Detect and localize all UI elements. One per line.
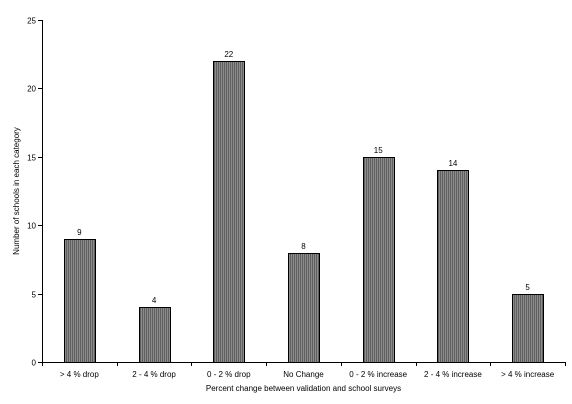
- bar-series: [64, 61, 544, 363]
- bar-4: [363, 157, 395, 363]
- bar-6: [512, 294, 544, 363]
- y-tick-label-4: 20: [27, 85, 36, 94]
- x-tick-label-1: 2 - 4 % drop: [132, 370, 176, 379]
- data-label-6: 5: [525, 283, 530, 292]
- data-label-1: 4: [152, 296, 157, 305]
- x-tick-label-5: 2 - 4 % increase: [424, 370, 482, 379]
- bar-1: [139, 307, 171, 363]
- data-label-0: 9: [77, 228, 82, 237]
- x-tick-label-6: > 4 % increase: [501, 370, 555, 379]
- x-tick-label-3: No Change: [283, 370, 324, 379]
- x-axis-title: Percent change between validation and sc…: [206, 384, 401, 393]
- data-label-4: 15: [374, 146, 383, 155]
- y-tick-label-0: 0: [32, 359, 37, 368]
- axes: [38, 20, 566, 366]
- bar-5: [437, 170, 469, 363]
- y-tick-label-3: 15: [27, 154, 36, 163]
- x-tick-label-0: > 4 % drop: [60, 370, 99, 379]
- bar-0: [64, 239, 96, 363]
- y-tick-label-1: 5: [32, 291, 37, 300]
- bar-3: [288, 253, 320, 363]
- data-label-2: 22: [224, 50, 233, 59]
- bar-2: [213, 61, 245, 363]
- x-tick-label-4: 0 - 2 % increase: [349, 370, 407, 379]
- y-tick-label-2: 10: [27, 222, 36, 231]
- labels: 9 > 4 % drop 4 2 - 4 % drop 22 0 - 2 % drop 8 N…: [27, 17, 555, 380]
- y-axis-title: Number of schools in each category: [12, 127, 21, 255]
- data-label-5: 14: [448, 159, 457, 168]
- x-tick-label-2: 0 - 2 % drop: [207, 370, 251, 379]
- y-tick-label-5: 25: [27, 17, 36, 26]
- data-label-3: 8: [301, 242, 306, 251]
